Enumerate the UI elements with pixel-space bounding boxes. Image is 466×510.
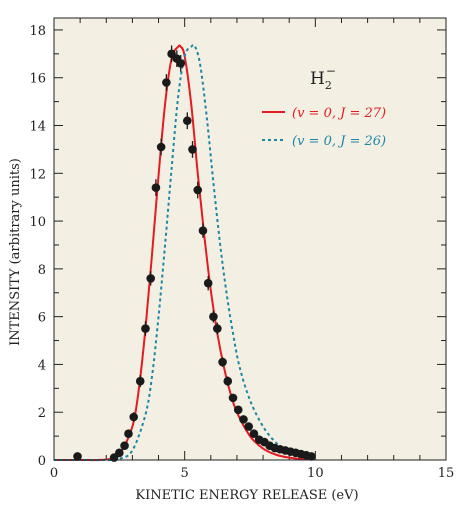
experimental-points (73, 45, 316, 462)
legend: (v = 0, J = 27) (v = 0, J = 26) (262, 106, 386, 149)
data-point (120, 441, 129, 450)
data-point (203, 278, 213, 288)
y-tick-label: 4 (38, 358, 46, 373)
y-tick-label: 8 (38, 263, 46, 278)
data-point (213, 324, 222, 333)
plot-background (54, 18, 446, 460)
y-tick-label: 6 (38, 311, 46, 326)
x-tick-label: 5 (181, 466, 189, 481)
ion-label-superscript: − (326, 64, 336, 78)
y-tick-label: 14 (29, 120, 46, 135)
data-point (223, 376, 233, 386)
data-point (141, 324, 150, 333)
data-point (135, 376, 145, 386)
y-tick-label: 16 (29, 72, 46, 87)
data-point (188, 145, 197, 154)
data-point (115, 448, 124, 458)
ion-label: H2− (310, 64, 336, 92)
fit-curve-j27 (53, 44, 316, 462)
data-point (218, 357, 227, 367)
data-point (307, 452, 316, 461)
y-tick-label: 12 (29, 167, 46, 182)
ion-label-base: H (310, 69, 325, 89)
y-tick-label: 10 (29, 215, 46, 230)
x-tick-label: 10 (307, 466, 324, 481)
y-axis-title: INTENSITY (arbitrary units) (8, 158, 23, 346)
data-point (233, 405, 243, 415)
y-tick-label: 0 (38, 454, 46, 469)
data-point (129, 412, 139, 422)
y-tick-label: 2 (38, 406, 46, 421)
ion-label-subscript: 2 (325, 79, 332, 92)
data-point (209, 312, 218, 321)
data-point (193, 185, 203, 195)
legend-label-j26: (v = 0, J = 26) (292, 134, 386, 149)
data-point (146, 274, 155, 283)
data-point (239, 415, 248, 424)
x-tick-label: 15 (438, 466, 455, 481)
data-point (151, 183, 161, 192)
data-point (198, 226, 208, 235)
data-point (124, 429, 133, 439)
plot-frame (53, 17, 447, 461)
y-tick-label: 18 (29, 24, 46, 39)
data-point (244, 422, 253, 431)
fit-curves (53, 43, 316, 462)
x-axis-title: KINETIC ENERGY RELEASE (eV) (135, 488, 358, 503)
data-point (249, 429, 259, 439)
data-point (156, 142, 166, 152)
data-point (182, 116, 192, 126)
data-point (176, 59, 186, 68)
axes: 0 5 10 15 0 2 4 6 8 10 12 14 16 18 (29, 18, 454, 481)
data-point (228, 393, 238, 403)
x-tick-label: 0 (50, 466, 58, 481)
data-point (162, 78, 171, 87)
legend-label-j27: (v = 0, J = 27) (292, 106, 386, 121)
data-point (73, 452, 82, 461)
